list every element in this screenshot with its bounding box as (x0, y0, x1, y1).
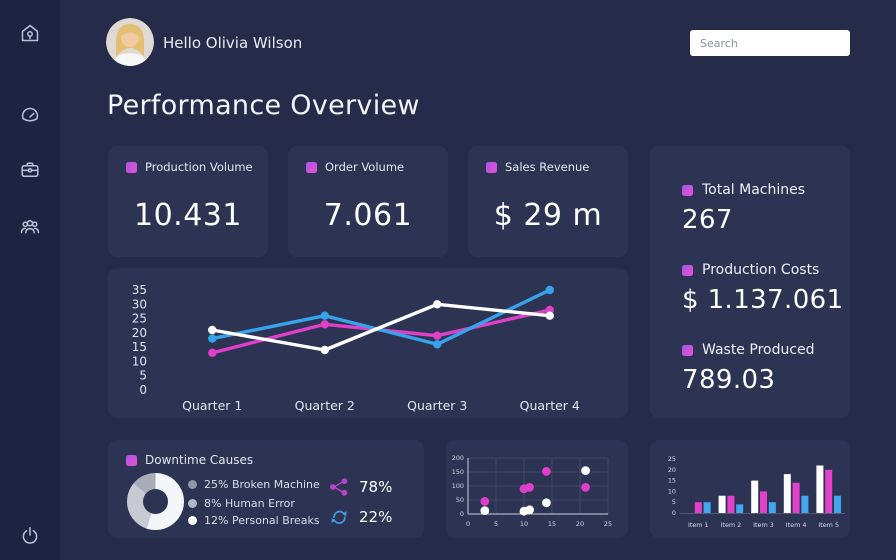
greeting-text: Hello Olivia Wilson (163, 34, 303, 52)
svg-text:25: 25 (132, 312, 147, 326)
svg-text:Item 5: Item 5 (818, 521, 839, 529)
kpi-value: 7.061 (323, 198, 413, 233)
gradient-square-icon (682, 264, 693, 276)
legend-label: Broken Machine (231, 478, 320, 491)
legend-dot (188, 480, 197, 489)
kpi-label: Order Volume (325, 160, 405, 174)
legend-label: Human Error (224, 497, 295, 510)
stat-label: Total Machines (702, 182, 806, 198)
stat-production-costs: Production Costs $ 1.137.061 (682, 262, 844, 315)
svg-text:15: 15 (668, 477, 676, 485)
svg-text:35: 35 (132, 283, 147, 297)
kpi-card-sales-revenue: Sales Revenue $ 29 m (468, 146, 628, 257)
legend-dot (188, 516, 197, 525)
svg-text:15: 15 (132, 340, 147, 354)
kpi-card-order-volume: Order Volume 7.061 (288, 146, 448, 257)
svg-text:Item 2: Item 2 (721, 521, 742, 529)
downtime-donut (127, 473, 184, 530)
svg-text:Item 3: Item 3 (753, 521, 774, 529)
svg-text:5: 5 (494, 520, 498, 528)
user-avatar[interactable] (106, 18, 154, 66)
kpi-label: Sales Revenue (505, 160, 590, 174)
legend-pct: 25% (204, 478, 229, 491)
svg-text:200: 200 (452, 454, 464, 462)
svg-text:0: 0 (139, 383, 147, 397)
svg-text:Quarter 1: Quarter 1 (182, 398, 242, 413)
stat-total-machines: Total Machines 267 (682, 182, 805, 235)
share-pct: 78% (359, 478, 393, 496)
svg-text:0: 0 (466, 520, 470, 528)
gradient-square-icon (682, 184, 693, 196)
svg-text:25: 25 (604, 520, 612, 528)
share-stat: 78% (328, 476, 392, 498)
share-icon (329, 478, 348, 496)
search-input[interactable] (698, 35, 847, 51)
page-title: Performance Overview (107, 90, 420, 121)
svg-text:10: 10 (520, 520, 528, 528)
svg-text:Quarter 2: Quarter 2 (295, 398, 355, 413)
legend-item: 12% Personal Breaks (188, 514, 320, 527)
svg-text:Item 4: Item 4 (786, 521, 807, 529)
svg-text:25: 25 (668, 455, 676, 463)
svg-text:5: 5 (139, 369, 147, 383)
quarterly-line-chart-card: 0 5 10 15 20 25 30 35 Quarter 1 Quarter 2 Quarter … (108, 268, 628, 418)
gradient-square-icon (682, 344, 693, 356)
power-icon[interactable] (18, 524, 42, 548)
legend-item: 25% Broken Machine (188, 478, 320, 491)
svg-text:10: 10 (132, 354, 147, 368)
sidebar (0, 0, 60, 560)
stat-waste-produced: Waste Produced 789.03 (682, 342, 815, 395)
kpi-label: Production Volume (145, 160, 253, 174)
kpi-value: 10.431 (134, 198, 242, 233)
stat-label: Production Costs (702, 262, 820, 278)
stat-value: 789.03 (682, 365, 776, 395)
refresh-pct: 22% (359, 508, 393, 526)
kpi-card-production-volume: Production Volume 10.431 (108, 146, 268, 257)
svg-text:30: 30 (132, 297, 147, 311)
svg-text:100: 100 (452, 482, 464, 490)
stats-panel: Total Machines 267 Production Costs $ 1.… (650, 146, 850, 418)
gradient-square-icon (486, 161, 497, 173)
toolbox-icon[interactable] (18, 158, 42, 182)
legend-pct: 12% (204, 514, 229, 527)
stat-value: 267 (682, 205, 733, 235)
svg-text:Quarter 4: Quarter 4 (520, 398, 580, 413)
stat-label: Waste Produced (702, 342, 815, 358)
downtime-title: Downtime Causes (145, 453, 254, 467)
refresh-icon (331, 510, 347, 524)
svg-text:15: 15 (548, 520, 556, 528)
items-bar-chart: 0 5 10 15 20 25 Item 1 Item 2 Item 3 Item 4 Item 5 (668, 455, 845, 529)
svg-text:5: 5 (672, 498, 676, 506)
kpi-value: $ 29 m (493, 198, 603, 233)
search-box (690, 30, 850, 56)
gradient-square-icon (306, 161, 317, 173)
gradient-square-icon (126, 161, 137, 173)
svg-text:50: 50 (456, 496, 464, 504)
svg-text:0: 0 (460, 510, 464, 518)
legend-pct: 8% (204, 497, 222, 510)
legend-item: 8% Human Error (188, 497, 295, 510)
svg-text:150: 150 (452, 468, 464, 476)
svg-text:20: 20 (668, 466, 676, 474)
svg-text:Item 1: Item 1 (688, 521, 709, 529)
refresh-stat: 22% (328, 506, 392, 528)
legend-label: Personal Breaks (231, 514, 320, 527)
bar-chart-card: 0 5 10 15 20 25 Item 1 Item 2 Item 3 Item 4 Item 5 (650, 440, 850, 538)
team-icon[interactable] (18, 215, 42, 239)
scatter-chart-card: 0 5 10 15 20 25 0 50 100 150 200 (446, 440, 628, 538)
svg-text:10: 10 (668, 487, 676, 495)
gradient-square-icon (126, 454, 137, 466)
stat-value: $ 1.137.061 (682, 285, 844, 315)
legend-dot (188, 499, 197, 508)
scatter-chart: 0 5 10 15 20 25 0 50 100 150 200 (452, 454, 612, 528)
svg-text:Quarter 3: Quarter 3 (407, 398, 467, 413)
svg-text:20: 20 (132, 326, 147, 340)
svg-text:0: 0 (672, 509, 676, 517)
gauge-icon[interactable] (18, 104, 42, 128)
home-icon[interactable] (18, 21, 42, 45)
svg-text:20: 20 (576, 520, 584, 528)
downtime-causes-card: Downtime Causes 25% Broken Machine 8% Hu… (108, 440, 424, 538)
